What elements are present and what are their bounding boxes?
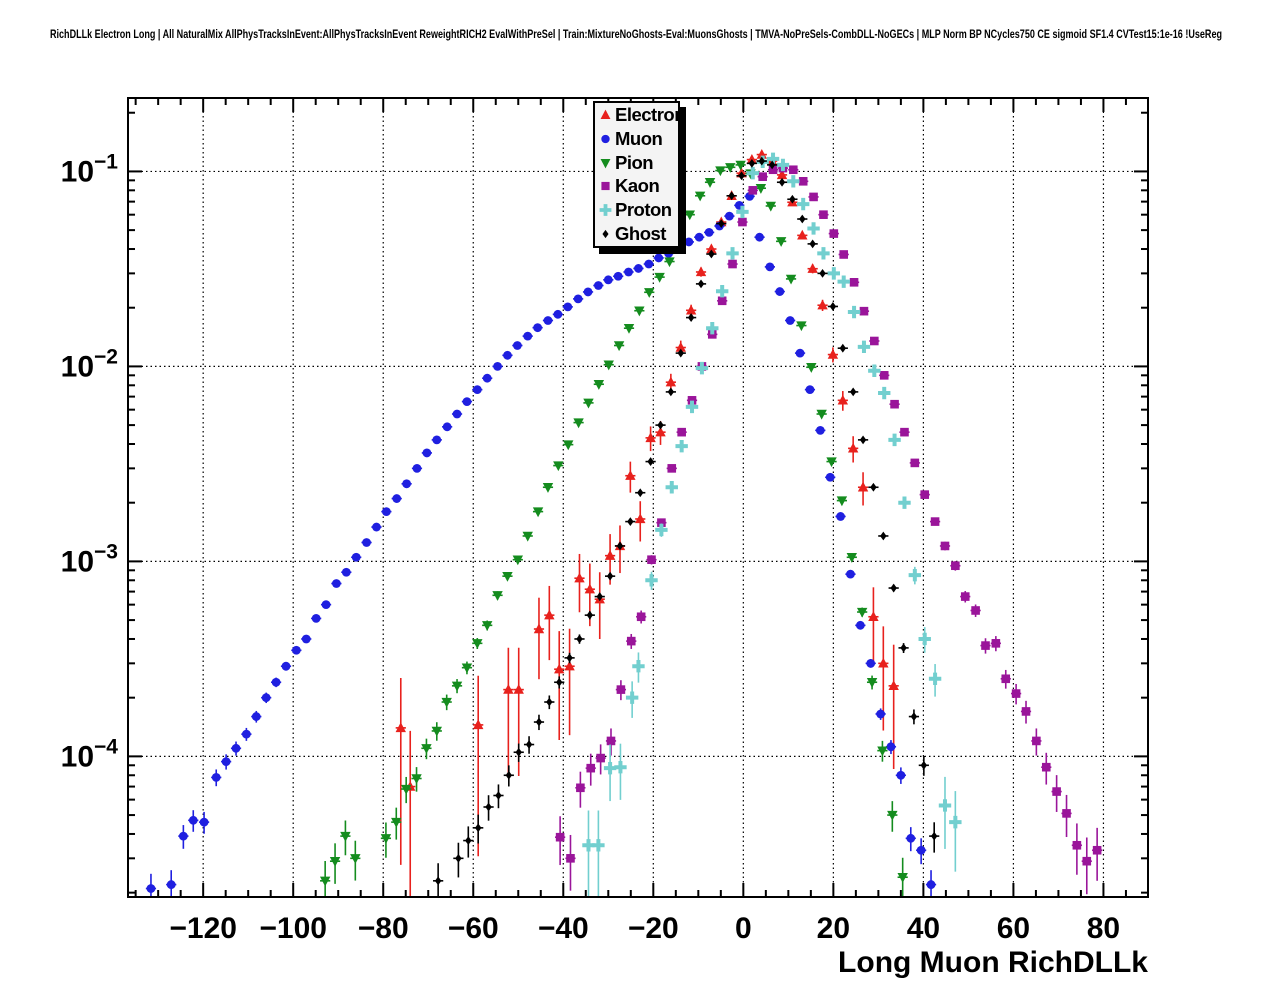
series-proton: [582, 152, 962, 897]
series-ghost: [433, 156, 940, 897]
x-tick-label: −60: [448, 912, 499, 945]
series-kaon: [555, 163, 1103, 895]
legend-label: Muon: [615, 127, 663, 149]
plot-title: RichDLLk Electron Long | All NaturalMix …: [50, 29, 1222, 41]
axis-ticks: [128, 98, 1148, 897]
kaon-marker-icon: [601, 182, 610, 191]
x-tick-label: 80: [1087, 912, 1120, 945]
legend-entry-proton: Proton: [595, 198, 678, 222]
legend-entry-electron: Electron: [595, 103, 686, 127]
legend-entry-kaon: Kaon: [595, 174, 678, 198]
x-tick-label: −120: [169, 912, 237, 945]
x-tick-label: −100: [259, 912, 327, 945]
legend-entry-muon: Muon: [595, 127, 678, 151]
electron-marker-icon: [600, 109, 611, 119]
x-tick-label: 60: [997, 912, 1030, 945]
x-tick-labels: −120 −100 −80 −60 −40 −20 0 20 40 60 80: [169, 912, 1120, 945]
x-tick-label: 40: [907, 912, 940, 945]
x-tick-label: 0: [735, 912, 752, 945]
proton-marker-icon: [599, 204, 612, 217]
y-tick-label: 10−3: [61, 540, 118, 578]
ghost-marker-icon: [602, 229, 609, 239]
muon-marker-icon: [601, 134, 610, 143]
legend-label: Electron: [615, 103, 686, 125]
pion-marker-icon: [600, 158, 611, 168]
legend-label: Ghost: [615, 223, 666, 245]
plot-frame: [127, 97, 1149, 898]
legend-label: Proton: [615, 199, 672, 221]
x-tick-label: 20: [817, 912, 850, 945]
series-muon: [145, 191, 937, 897]
legend: Electron Muon Pion Kaon Proton Ghost: [593, 101, 686, 248]
x-tick-label: −80: [358, 912, 409, 945]
series-pion: [319, 160, 908, 897]
x-tick-label: −20: [628, 912, 679, 945]
legend-label: Kaon: [615, 175, 660, 197]
legend-entry-ghost: Ghost: [595, 222, 678, 246]
x-tick-label: −40: [538, 912, 589, 945]
x-axis-title: Long Muon RichDLLk: [838, 946, 1148, 979]
legend-entry-pion: Pion: [595, 151, 678, 175]
legend-label: Pion: [615, 151, 654, 173]
